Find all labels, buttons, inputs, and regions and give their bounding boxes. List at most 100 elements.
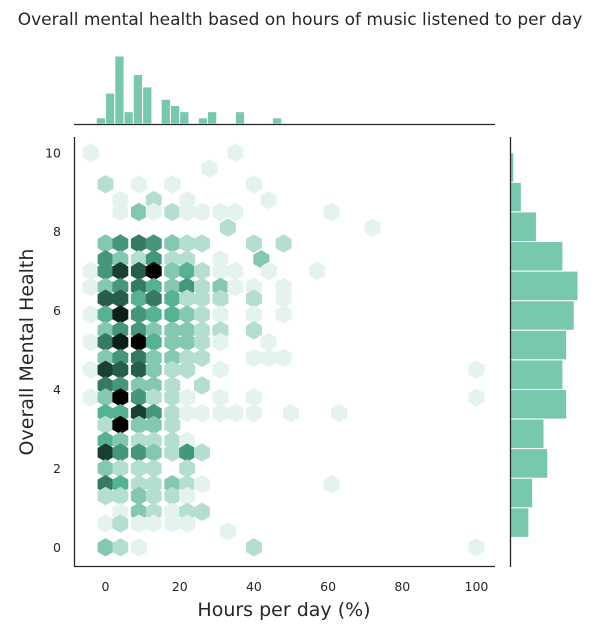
hexbin-cell [194, 348, 210, 368]
y-tick-label: 10 [45, 145, 61, 160]
hexbin-cell [97, 250, 114, 269]
hexbin-cell [364, 218, 381, 237]
hexbin-cell [212, 289, 229, 308]
hexbin-cell [130, 289, 147, 308]
x-marginal-bar [234, 111, 246, 125]
hexbin-cell [97, 538, 114, 557]
hexbin-cell [97, 431, 114, 450]
hexbin-cell [179, 388, 196, 407]
y-tick-label: 4 [53, 382, 61, 397]
hexbin-cell [145, 261, 162, 281]
y-marginal-bar [509, 359, 564, 390]
y-tick-label: 0 [53, 540, 61, 555]
hexbin-cell [145, 250, 162, 269]
hexbin-cell [112, 486, 129, 506]
hexbin-cell [179, 234, 196, 253]
hexbin-cell [130, 277, 147, 297]
hexbin-cell [145, 234, 162, 253]
hexbin-cell [179, 305, 196, 324]
hexbin-cell [112, 431, 129, 450]
hexbin-cell [130, 431, 147, 450]
hexbin-cell [97, 388, 114, 407]
hexbin-cell [145, 289, 162, 308]
y-marginal-bar [509, 211, 537, 243]
hexbin-cell [164, 332, 181, 352]
x-tick-labels: 0 20 40 60 80 100 [102, 579, 489, 594]
x-marginal-bar [179, 111, 190, 125]
hexbin-cell [112, 514, 129, 533]
hexbin-cell [145, 190, 162, 210]
hexbin-cell [130, 234, 147, 253]
hexbin-cell [194, 289, 210, 308]
hexbin-cell [179, 514, 196, 533]
hexbin-cell [164, 443, 181, 462]
hexbin-cell [164, 202, 181, 222]
hexbin-cell [97, 475, 114, 494]
hexbin-cell [283, 403, 299, 423]
hexbin-cell [112, 332, 129, 352]
hexbin-cell [179, 459, 196, 478]
x-marginal-bar [169, 104, 181, 125]
hexbin-cell [194, 261, 210, 281]
hexbin-cell [130, 332, 147, 352]
x-marginal-bar [105, 92, 116, 125]
hexbin-cell [179, 348, 196, 368]
hexbin-cell [97, 486, 114, 506]
hexbin-cell [275, 348, 292, 368]
hexbin-cell [260, 348, 277, 368]
hexbin-cell [309, 261, 325, 281]
hexbin-cell [82, 261, 99, 281]
hexbin-cell [212, 305, 229, 324]
hexbin-cell [130, 175, 147, 194]
hexbin-cell [130, 459, 147, 478]
hexbin-cell [194, 332, 210, 352]
hexbin-cell [245, 403, 262, 423]
x-marginal-bar [271, 117, 283, 125]
hexbin-cell [145, 502, 162, 521]
hexbin-cell [194, 443, 210, 462]
hexbin-cell [97, 514, 114, 533]
hexbin-cell [179, 475, 196, 494]
hexbin-cell [112, 289, 129, 308]
hexbin-cell [194, 376, 210, 395]
hexbin-cell [179, 277, 196, 297]
x-tick-label: 80 [394, 579, 410, 594]
hexbin-cell [112, 190, 129, 210]
hexbin-cell [82, 305, 99, 324]
hexbin-cell [130, 360, 147, 379]
hexbin-cell [97, 277, 114, 297]
chart-title: Overall mental health based on hours of … [18, 10, 583, 30]
hexbin-cell [82, 360, 99, 379]
x-marginal-bar [197, 117, 209, 125]
hexbin-cell [145, 486, 162, 506]
y-tick-label: 2 [53, 461, 61, 476]
hexbin-cell [212, 261, 229, 281]
hexbin-cell [245, 305, 262, 324]
hexbin-cell [112, 475, 129, 494]
hexbin-cell [212, 332, 229, 352]
hexbin-cell [179, 360, 196, 379]
hexbin-cell [164, 376, 181, 395]
hexbin-cell [227, 403, 244, 423]
hexbin-cell [164, 475, 181, 494]
x-marginal-bar [207, 111, 218, 125]
hexbin-cell [112, 376, 129, 395]
hexbin-cell [212, 202, 229, 222]
hexbin-cell [164, 289, 181, 308]
hexbin-cell [164, 502, 181, 521]
hexbin-cell [145, 277, 162, 297]
hexbin-cell [212, 388, 229, 407]
hexbin-cell [164, 348, 181, 368]
hexbin-cell [130, 202, 147, 222]
x-tick-label: 60 [320, 579, 336, 594]
hexbin-cell [145, 415, 162, 435]
hexbin-cell [245, 348, 262, 368]
hexbin-cell [179, 321, 196, 340]
hexbin-cell [245, 538, 262, 557]
x-marginal-bar [95, 117, 107, 125]
hexbin-cell [145, 514, 162, 533]
hexbin-cell [112, 202, 129, 222]
y-marginal-bar [509, 418, 545, 450]
hexbin-cell [164, 514, 181, 533]
hexbin-cell [164, 175, 181, 194]
